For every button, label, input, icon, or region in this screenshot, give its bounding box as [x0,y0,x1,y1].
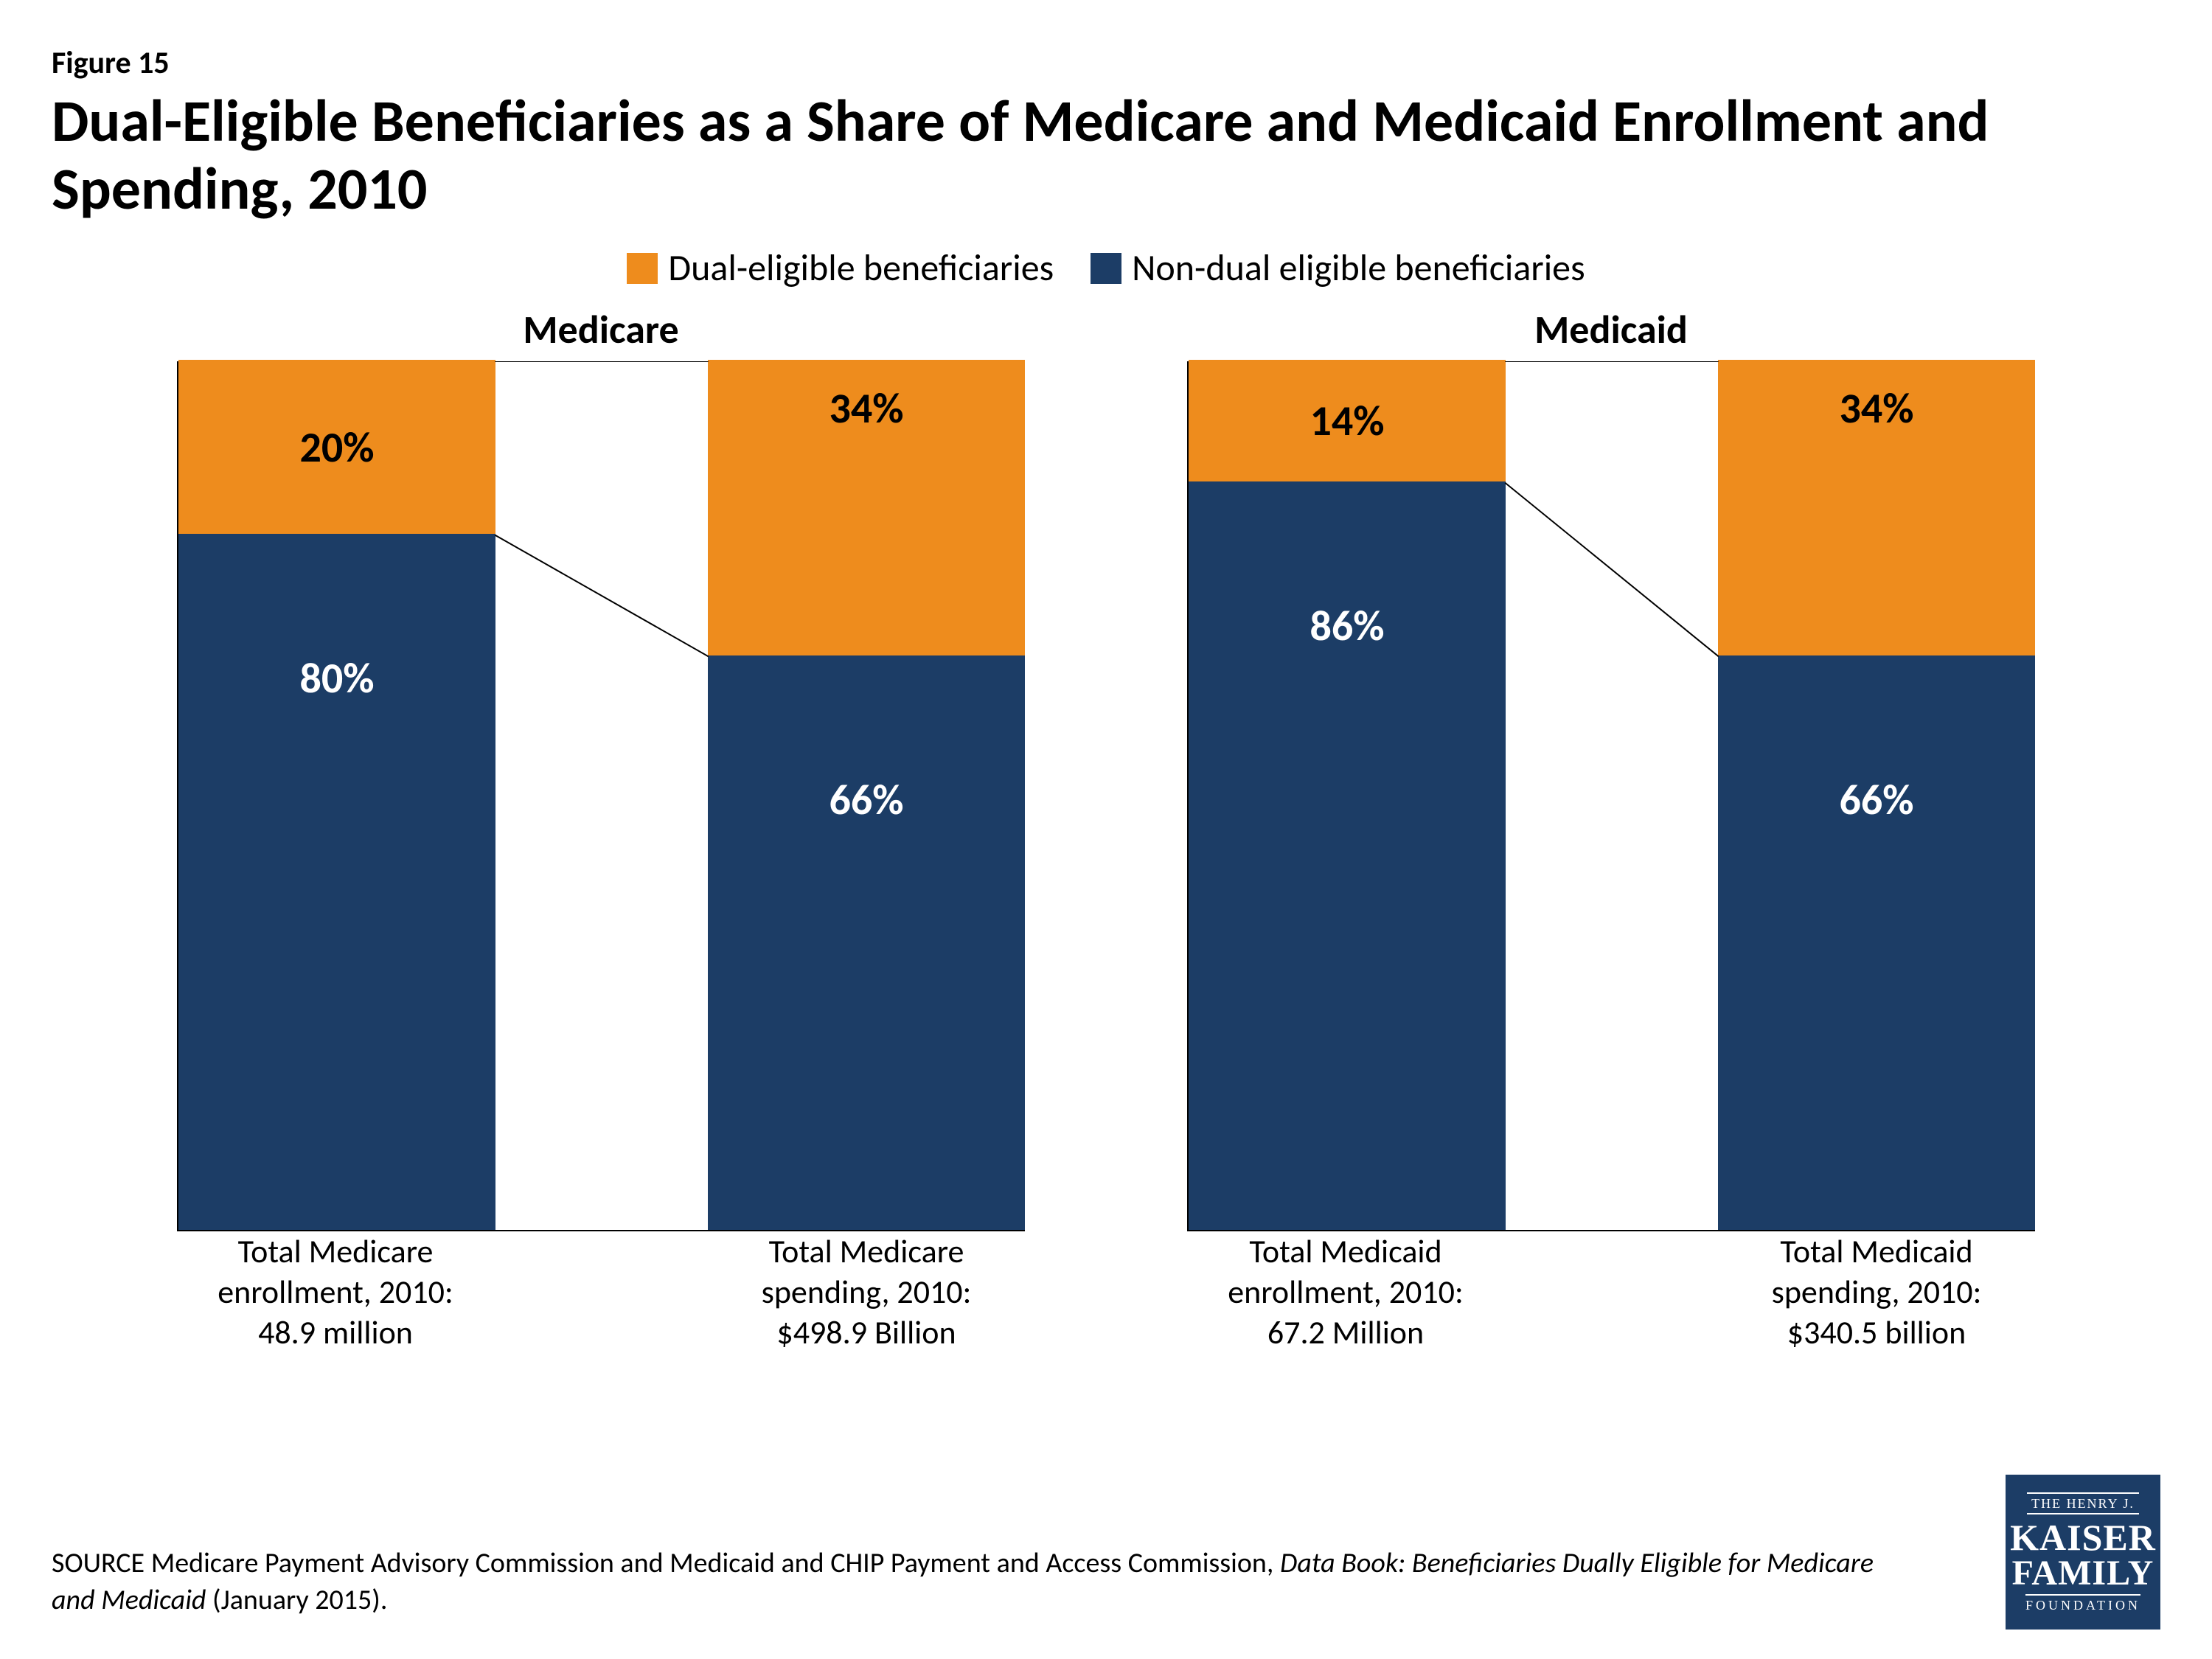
bar-medicaid-spending: 34% 66% [1718,360,2035,1230]
chart-title: Dual-Eligible Beneficiaries as a Share o… [52,88,2160,223]
seg-dual: 34% [1718,360,2035,655]
seg-dual: 34% [708,360,1025,655]
legend-item-dual: Dual-eligible beneficiaries [627,246,1054,291]
bar-medicare-enrollment: 20% 80% [178,360,495,1230]
panels-row: Medicare 20% 80% 34% 66% Total Medicare … [52,305,2160,1364]
bar-medicare-spending: 34% 66% [708,360,1025,1230]
bar-medicaid-enrollment: 14% 86% [1189,360,1506,1230]
bar-caption-medicaid-enrollment: Total Medicaid enrollment, 2010: 67.2 Mi… [1187,1231,1504,1353]
seg-nondual: 86% [1189,481,1506,1230]
kaiser-logo: THE HENRY J. KAISER FAMILY FOUNDATION [2006,1475,2160,1630]
logo-line4: FOUNDATION [2025,1594,2140,1612]
bar-caption-medicare-enrollment: Total Medicare enrollment, 2010: 48.9 mi… [177,1231,494,1353]
logo-line1: THE HENRY J. [2027,1492,2139,1514]
legend: Dual-eligible beneficiaries Non-dual eli… [52,246,2160,291]
panel-title-medicare: Medicare [177,305,1025,354]
logo-line3: FAMILY [2012,1556,2154,1591]
chart-area-medicare: 20% 80% 34% 66% [177,361,1025,1231]
bar-caption-medicaid-spending: Total Medicaid spending, 2010: $340.5 bi… [1718,1231,2035,1353]
seg-nondual: 80% [178,534,495,1230]
bar-caption-medicare-spending: Total Medicare spending, 2010: $498.9 Bi… [708,1231,1025,1353]
panel-medicare: Medicare 20% 80% 34% 66% Total Medicare … [177,305,1025,1364]
legend-item-nondual: Non-dual eligible beneficiaries [1091,246,1585,291]
legend-label-dual: Dual-eligible beneficiaries [668,246,1054,291]
legend-label-nondual: Non-dual eligible beneficiaries [1132,246,1585,291]
legend-swatch-nondual [1091,253,1121,284]
legend-swatch-dual [627,253,658,284]
seg-nondual: 66% [708,655,1025,1230]
logo-line2: KAISER [2010,1519,2156,1556]
figure-number: Figure 15 [52,44,2160,82]
chart-area-medicaid: 14% 86% 34% 66% [1187,361,2035,1231]
seg-nondual: 66% [1718,655,2035,1230]
source-citation: SOURCE Medicare Payment Advisory Commiss… [52,1545,1895,1618]
seg-dual: 14% [1189,360,1506,481]
panel-title-medicaid: Medicaid [1187,305,2035,354]
seg-dual: 20% [178,360,495,534]
panel-medicaid: Medicaid 14% 86% 34% 66% Total Medicaid … [1187,305,2035,1364]
